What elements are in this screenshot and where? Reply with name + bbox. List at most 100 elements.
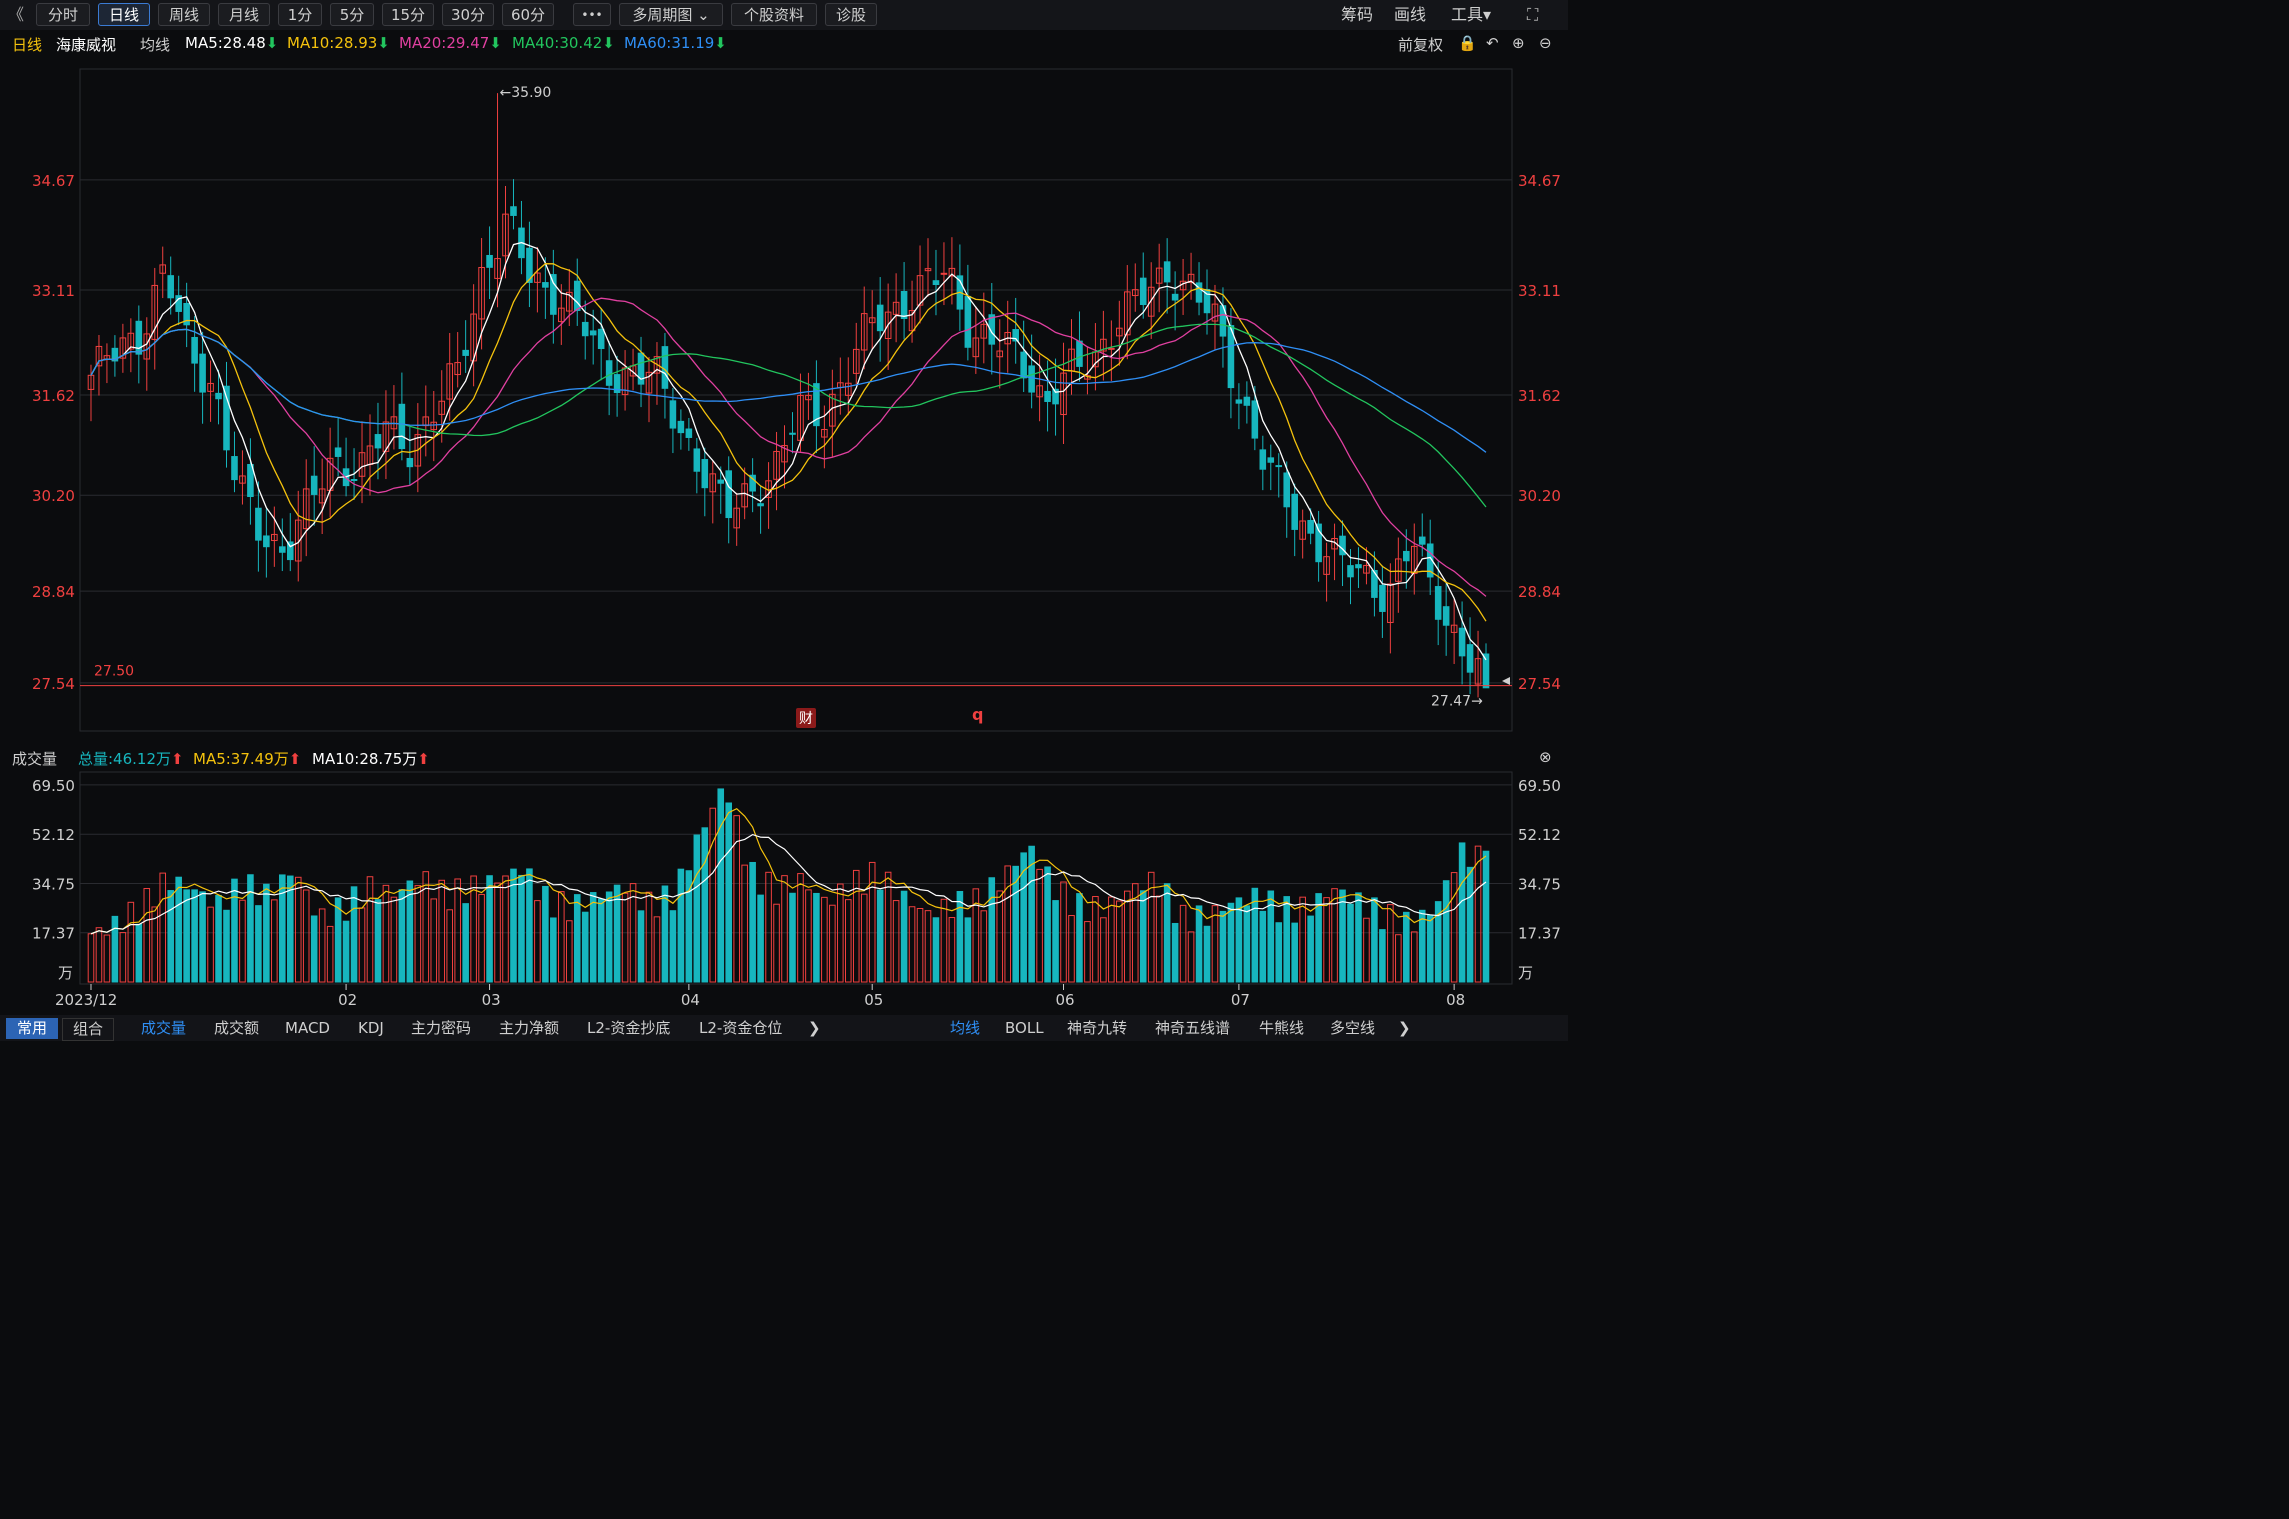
indicator-tab[interactable]: L2-资金抄底 — [587, 1019, 671, 1037]
candle-body — [175, 295, 182, 312]
overlay-tab[interactable]: 牛熊线 — [1259, 1019, 1305, 1037]
candle-body — [1044, 390, 1051, 402]
indicator-tab[interactable]: 成交额 — [214, 1019, 260, 1037]
volume-bar — [422, 871, 430, 983]
volume-axis-label-left: 52.12 — [32, 826, 75, 844]
volume-bar — [175, 876, 182, 983]
candle-body — [1155, 267, 1163, 284]
more-periods-button[interactable]: ••• — [573, 3, 611, 26]
volume-bar — [581, 911, 589, 983]
volume-bar — [207, 906, 214, 983]
ma-text: MA40:30.42 — [512, 34, 603, 52]
candle-body — [1251, 400, 1259, 439]
candle-body — [924, 268, 932, 272]
tools-menu-button[interactable]: 工具▾ — [1451, 3, 1491, 26]
indicator-tab[interactable]: L2-资金仓位 — [699, 1019, 783, 1037]
stock-diagnosis-button[interactable]: 诊股 — [825, 3, 877, 26]
candle-body — [1410, 545, 1418, 574]
volume-bar — [95, 927, 103, 983]
indicator-tab[interactable]: 主力密码 — [411, 1019, 472, 1037]
period-tab[interactable]: 30分 — [442, 3, 494, 26]
candle-body — [1395, 558, 1402, 582]
candle-body — [119, 337, 127, 359]
candle-body — [1418, 536, 1426, 545]
candle-body — [980, 323, 988, 339]
x-axis-label: 02 — [338, 991, 357, 1009]
candle-body — [1020, 351, 1027, 379]
volume-bar — [860, 893, 868, 983]
period-tab[interactable]: 分时 — [36, 3, 90, 26]
volume-bar — [693, 834, 701, 983]
chevron-right-icon[interactable]: ❯ — [1398, 1019, 1411, 1037]
zoom-out-icon[interactable]: ⊖ — [1539, 34, 1552, 52]
x-axis-label: 04 — [681, 991, 700, 1009]
chips-button[interactable]: 筹码 — [1341, 5, 1374, 24]
volume-bar — [438, 879, 446, 983]
candle-body — [1355, 564, 1362, 569]
indicator-tab[interactable]: MACD — [285, 1019, 330, 1037]
candle-body — [1363, 564, 1370, 574]
indicator-tab[interactable]: KDJ — [358, 1019, 384, 1037]
multi-period-button[interactable]: 多周期图 ⌄ — [619, 3, 723, 26]
zoom-in-icon[interactable]: ⊕ — [1512, 34, 1525, 52]
volume-bar — [271, 899, 278, 983]
period-tab[interactable]: 周线 — [158, 3, 210, 26]
overlay-tab[interactable]: 神奇五线谱 — [1155, 1019, 1231, 1037]
candle-body — [860, 313, 868, 351]
volume-bar — [717, 788, 725, 983]
lock-icon[interactable]: 🔒 — [1458, 34, 1477, 52]
volume-bar — [1395, 934, 1402, 983]
tab-common[interactable]: 常用 — [6, 1018, 58, 1039]
price-adjust-label[interactable]: 前复权 — [1398, 36, 1444, 54]
volume-bar — [1267, 890, 1275, 983]
volume-bar — [988, 877, 996, 983]
period-tab[interactable]: 60分 — [502, 3, 554, 26]
volume-bar — [1139, 890, 1147, 983]
x-axis-label: 08 — [1446, 991, 1465, 1009]
tab-combo[interactable]: 组合 — [62, 1018, 114, 1041]
volume-ma10: MA10:28.75万⬆ — [312, 748, 430, 769]
collapse-back-icon[interactable]: 《 — [8, 5, 25, 24]
indicator-tab[interactable]: 成交量 — [141, 1019, 187, 1037]
period-tab[interactable]: 1分 — [278, 3, 322, 26]
period-tab[interactable]: 月线 — [218, 3, 270, 26]
event-q-marker[interactable]: q — [972, 705, 983, 724]
volume-bar — [765, 871, 772, 983]
overlay-tab[interactable]: 均线 — [950, 1019, 981, 1037]
price-axis-label-left: 28.84 — [32, 583, 75, 601]
price-axis-label-right: 31.62 — [1518, 387, 1561, 405]
volume-bar — [629, 883, 637, 983]
overlay-tab[interactable]: 神奇九转 — [1067, 1019, 1128, 1037]
finance-event-marker[interactable] — [796, 708, 816, 728]
indicator-tab[interactable]: 主力净额 — [499, 1019, 560, 1037]
overlay-tab[interactable]: 多空线 — [1330, 1019, 1376, 1037]
candle-body — [502, 213, 509, 257]
volume-bar — [1187, 931, 1195, 983]
overlay-tab[interactable]: BOLL — [1005, 1019, 1044, 1037]
candle-body — [1052, 388, 1059, 405]
volume-unit-right: 万 — [1518, 964, 1533, 982]
candle-body — [1434, 586, 1442, 620]
candle-body — [749, 474, 756, 492]
candle-body — [542, 282, 549, 288]
period-tab[interactable]: 15分 — [382, 3, 434, 26]
candle-body — [932, 280, 940, 286]
draw-line-button[interactable]: 画线 — [1394, 5, 1427, 24]
ma-label[interactable]: 均线 — [140, 36, 171, 54]
candle-body — [446, 363, 453, 400]
fullscreen-icon[interactable]: ⛶ — [1527, 5, 1539, 24]
undo-icon[interactable]: ↶ — [1486, 34, 1499, 52]
candle-body — [1403, 550, 1410, 562]
close-pane-icon[interactable]: ⊗ — [1539, 748, 1552, 766]
volume-bar — [350, 886, 358, 983]
volume-bar — [1235, 897, 1243, 983]
candle-body — [358, 452, 366, 477]
period-tab[interactable]: 日线 — [98, 3, 150, 26]
stock-profile-button[interactable]: 个股资料 — [731, 3, 817, 26]
volume-bar — [589, 892, 597, 983]
candlestick-chart[interactable]: 34.67 34.67 33.11 33.11 31.62 31.62 30.20 30.20… — [0, 0, 1568, 1015]
chevron-right-icon[interactable]: ❯ — [808, 1019, 821, 1037]
volume-axis-label-right: 34.75 — [1518, 875, 1561, 893]
price-axis-label-left: 31.62 — [32, 387, 75, 405]
period-tab[interactable]: 5分 — [330, 3, 374, 26]
